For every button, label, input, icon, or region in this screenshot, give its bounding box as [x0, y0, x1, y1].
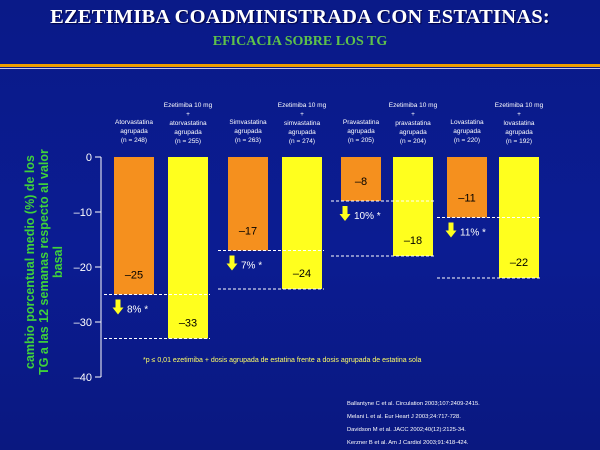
category-label-combo: + — [300, 111, 304, 118]
category-label-combo: (n = 192) — [506, 138, 532, 145]
value-label-statin: –11 — [458, 193, 476, 205]
category-label-combo: Ezetimiba 10 mg — [389, 102, 438, 109]
category-label-combo: lovastatina — [503, 120, 534, 127]
category-label-statin: Pravastatina — [343, 119, 380, 126]
category-label-combo: (n = 274) — [289, 138, 315, 145]
category-label-statin: agrupada — [347, 128, 375, 135]
slide-subtitle: EFICACIA SOBRE LOS TG — [212, 34, 388, 49]
category-label-statin: agrupada — [234, 128, 262, 135]
diff-label: 10% * — [354, 211, 381, 222]
slide-title: EZETIMIBA COADMINISTRADA CON ESTATINAS: — [50, 6, 550, 28]
category-label-combo: pravastatina — [395, 120, 431, 127]
category-label-combo: agrupada — [399, 129, 427, 136]
y-tick-label: 0 — [86, 152, 92, 164]
category-label-statin: Atorvastatina — [115, 119, 153, 126]
title-rule-orange — [0, 64, 600, 67]
category-label-statin: (n = 263) — [235, 137, 261, 144]
category-label-statin: agrupada — [120, 128, 148, 135]
down-arrow-icon — [339, 206, 351, 221]
category-label-combo: simvastatina — [284, 120, 321, 127]
value-label-combo: –24 — [293, 268, 311, 280]
diff-label: 11% * — [460, 228, 486, 239]
reference-2: Melani L et al. Eur Heart J 2003;24:717-… — [347, 414, 461, 420]
category-label-combo: agrupada — [288, 129, 316, 136]
footnote: *p ≤ 0,01 ezetimiba + dosis agrupada de … — [143, 357, 422, 364]
value-label-combo: –18 — [404, 235, 422, 247]
category-label-statin: Lovastatina — [450, 119, 484, 126]
category-label-statin: (n = 205) — [348, 137, 374, 144]
bar-statin — [447, 157, 487, 218]
category-label-combo: + — [517, 111, 521, 118]
category-label-combo: atorvastatina — [169, 120, 207, 127]
reference-4: Kerzner B et al. Am J Cardiol 2003;91:41… — [347, 440, 469, 446]
value-label-statin: –8 — [355, 176, 367, 188]
diff-label: 8% * — [127, 305, 148, 316]
category-label-combo: (n = 204) — [400, 138, 426, 145]
reference-1: Ballantyne C et al. Circulation 2003;107… — [347, 401, 480, 407]
value-label-statin: –17 — [239, 226, 257, 238]
value-label-combo: –33 — [179, 318, 197, 330]
title-rule-white — [0, 68, 600, 69]
category-label-combo: agrupada — [174, 129, 202, 136]
category-label-statin: (n = 220) — [454, 137, 480, 144]
value-label-statin: –25 — [125, 270, 143, 282]
references: Ballantyne C et al. Circulation 2003;107… — [347, 398, 480, 450]
value-label-combo: –22 — [510, 257, 528, 269]
y-tick-label: –40 — [74, 372, 92, 384]
bar-statin — [341, 157, 381, 201]
category-label-combo: (n = 255) — [175, 138, 201, 145]
category-label-combo: Ezetimiba 10 mg — [278, 102, 327, 109]
bar-statin — [114, 157, 154, 295]
bar-combo — [393, 157, 433, 256]
down-arrow-icon — [226, 255, 238, 271]
diff-label: 7% * — [241, 261, 262, 272]
category-label-combo: Ezetimiba 10 mg — [164, 102, 213, 109]
category-label-combo: Ezetimiba 10 mg — [495, 102, 544, 109]
bar-statin — [228, 157, 268, 251]
category-label-statin: agrupada — [453, 128, 481, 135]
y-tick-label: –20 — [74, 262, 92, 274]
bar-combo — [168, 157, 208, 339]
y-tick-label: –10 — [74, 207, 92, 219]
reference-3: Davidson M et al. JACC 2002;40(12):2125-… — [347, 427, 466, 433]
category-label-statin: Simvastatina — [229, 119, 267, 126]
down-arrow-icon — [112, 299, 124, 315]
category-label-combo: + — [186, 111, 190, 118]
category-label-combo: + — [411, 111, 415, 118]
category-label-statin: (n = 248) — [121, 137, 147, 144]
down-arrow-icon — [445, 222, 457, 238]
bar-combo — [282, 157, 322, 289]
category-label-combo: agrupada — [505, 129, 533, 136]
y-tick-label: –30 — [74, 317, 92, 329]
